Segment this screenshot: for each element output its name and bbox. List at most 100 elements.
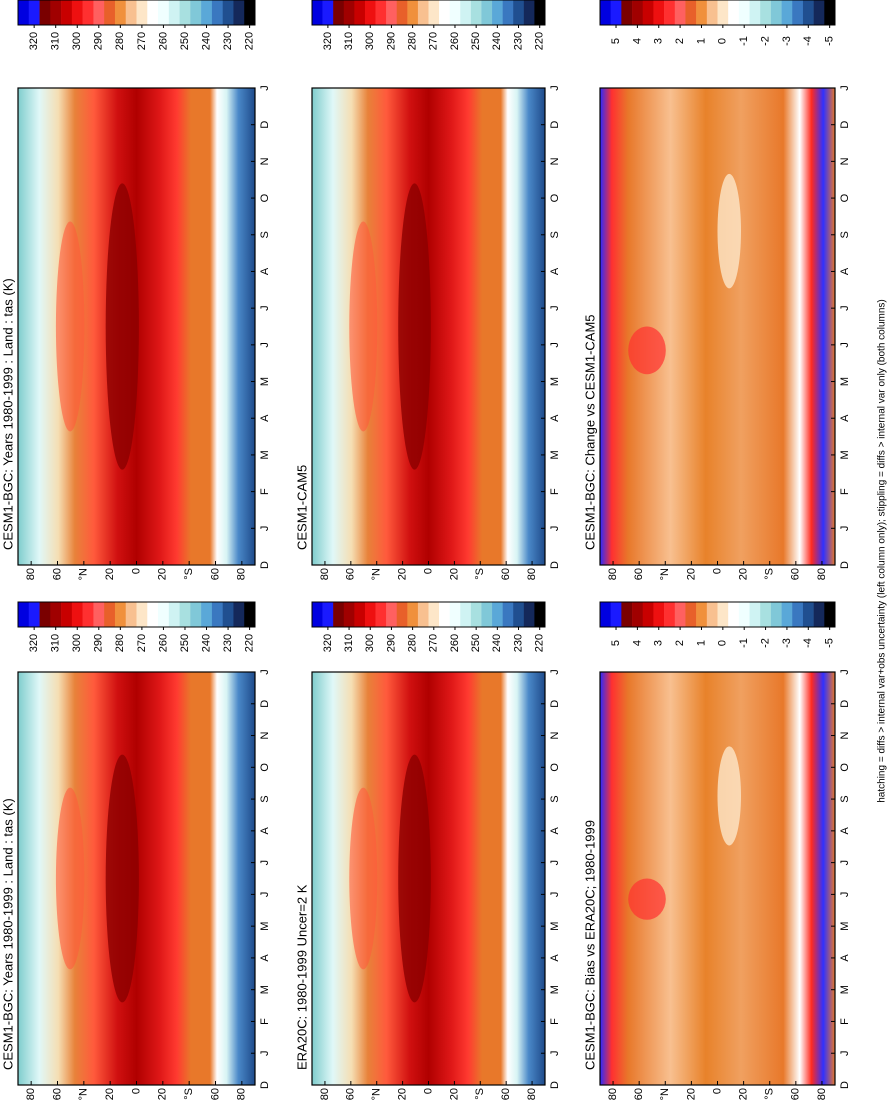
colorbar-swatch bbox=[770, 0, 782, 25]
y-tick-label: 60 bbox=[790, 1088, 802, 1100]
y-tick-label: 0 bbox=[711, 1088, 723, 1094]
y-tick-label: 20 bbox=[104, 1088, 116, 1100]
colorbar-swatch bbox=[312, 602, 323, 627]
x-tick-label: N bbox=[259, 157, 271, 165]
colorbar-swatch bbox=[460, 0, 472, 25]
x-tick-label: J bbox=[549, 526, 561, 532]
x-tick-label: J bbox=[839, 305, 851, 311]
colorbar-swatch bbox=[664, 602, 676, 627]
x-tick-label: J bbox=[839, 860, 851, 866]
colorbar-swatch bbox=[50, 0, 62, 25]
x-tick-label: M bbox=[259, 450, 271, 459]
x-tick-label: J bbox=[259, 305, 271, 311]
colorbar-label: 3 bbox=[653, 640, 665, 646]
x-tick-label: N bbox=[549, 157, 561, 165]
colorbar-label: 310 bbox=[50, 634, 62, 652]
colorbar-label: 2 bbox=[674, 38, 686, 44]
colorbar-swatch bbox=[18, 0, 30, 25]
colorbar-swatch bbox=[439, 602, 450, 627]
colorbar-label: 230 bbox=[222, 634, 234, 652]
colorbar-label: 270 bbox=[136, 32, 148, 50]
colorbar-swatch bbox=[610, 0, 622, 25]
colorbar-swatch bbox=[312, 0, 323, 25]
y-tick-label: °N bbox=[371, 568, 383, 580]
colorbar-swatch bbox=[343, 602, 355, 627]
colorbar-swatch bbox=[28, 602, 40, 627]
colorbar-label: 250 bbox=[470, 634, 482, 652]
colorbar-label: 310 bbox=[343, 32, 355, 50]
x-tick-label: N bbox=[259, 732, 271, 740]
x-tick-label: J bbox=[839, 669, 851, 675]
colorbar-swatch bbox=[439, 0, 450, 25]
x-tick-label: M bbox=[839, 450, 851, 459]
colorbar-swatch bbox=[824, 602, 836, 627]
colorbar-swatch bbox=[696, 0, 708, 25]
x-tick-label: J bbox=[549, 342, 561, 348]
colorbar-swatch bbox=[813, 602, 825, 627]
contour-band bbox=[349, 221, 378, 432]
colorbar-frame bbox=[17, 0, 256, 26]
x-tick-label: M bbox=[549, 922, 561, 931]
x-tick-label: D bbox=[549, 561, 561, 569]
colorbar-label: 260 bbox=[157, 634, 169, 652]
x-tick-label: J bbox=[549, 860, 561, 866]
colorbar-label: 260 bbox=[449, 32, 461, 50]
colorbar-label: 1 bbox=[695, 38, 707, 44]
colorbar-label: 310 bbox=[50, 32, 62, 50]
colorbar-swatch bbox=[632, 602, 644, 627]
colorbar-swatch bbox=[222, 602, 234, 627]
x-tick-label: D bbox=[259, 1081, 271, 1089]
colorbar-swatch bbox=[513, 602, 525, 627]
colorbar-label: 310 bbox=[343, 634, 355, 652]
x-tick-label: A bbox=[839, 267, 851, 275]
x-tick-label: J bbox=[839, 1050, 851, 1056]
colorbar-swatch bbox=[125, 0, 137, 25]
colorbar-label: 280 bbox=[114, 32, 126, 50]
colorbar-label: 270 bbox=[428, 634, 440, 652]
colorbar-swatch bbox=[760, 0, 772, 25]
colorbar-swatch bbox=[760, 602, 772, 627]
x-tick-label: M bbox=[549, 377, 561, 386]
colorbar-label: -1 bbox=[738, 638, 750, 648]
panel-title: ERA20C: 1980-1999 Uncer=2 K bbox=[294, 884, 309, 1070]
y-tick-label: 60 bbox=[633, 1088, 645, 1100]
colorbar-swatch bbox=[407, 0, 419, 25]
x-tick-label: J bbox=[259, 526, 271, 532]
contour-core bbox=[105, 183, 139, 470]
panel-title: CESM1-BGC: Bias vs ERA20C; 1980-1999 bbox=[582, 820, 597, 1070]
x-tick-label: A bbox=[549, 954, 561, 962]
colorbar-swatch bbox=[492, 602, 503, 627]
colorbar-swatch bbox=[201, 602, 213, 627]
x-tick-label: S bbox=[259, 231, 271, 238]
y-tick-label: 20 bbox=[157, 1088, 169, 1100]
colorbar-swatch bbox=[396, 0, 408, 25]
y-tick-label: 80 bbox=[816, 568, 828, 580]
colorbar-frame bbox=[311, 0, 546, 26]
colorbar-swatch bbox=[114, 602, 127, 627]
x-tick-label: J bbox=[839, 892, 851, 898]
colorbar-swatch bbox=[470, 602, 482, 627]
colorbar-label: 220 bbox=[244, 32, 256, 50]
x-tick-label: J bbox=[549, 1050, 561, 1056]
colorbar-label: -4 bbox=[802, 638, 814, 648]
x-tick-label: J bbox=[839, 85, 851, 91]
y-tick-label: 80 bbox=[816, 1088, 828, 1100]
x-tick-label: S bbox=[549, 795, 561, 802]
colorbar-swatch bbox=[621, 602, 633, 627]
panel-title: CESM1-BGC: Change vs CESM1-CAM5 bbox=[582, 314, 597, 550]
colorbar-swatch bbox=[222, 0, 234, 25]
colorbar-label: 220 bbox=[534, 32, 546, 50]
colorbar-swatch bbox=[375, 0, 387, 25]
contour-core bbox=[105, 754, 139, 1003]
colorbar-swatch bbox=[664, 0, 676, 25]
colorbar-swatch bbox=[179, 0, 191, 25]
colorbar-swatch bbox=[322, 602, 334, 627]
colorbar-label: 240 bbox=[491, 634, 503, 652]
colorbar-swatch bbox=[211, 602, 223, 627]
colorbar-swatch bbox=[696, 602, 708, 627]
y-tick-label: 20 bbox=[104, 568, 116, 580]
colorbar-label: 280 bbox=[407, 634, 419, 652]
y-tick-label: 60 bbox=[209, 568, 221, 580]
colorbar-swatch bbox=[386, 0, 398, 25]
